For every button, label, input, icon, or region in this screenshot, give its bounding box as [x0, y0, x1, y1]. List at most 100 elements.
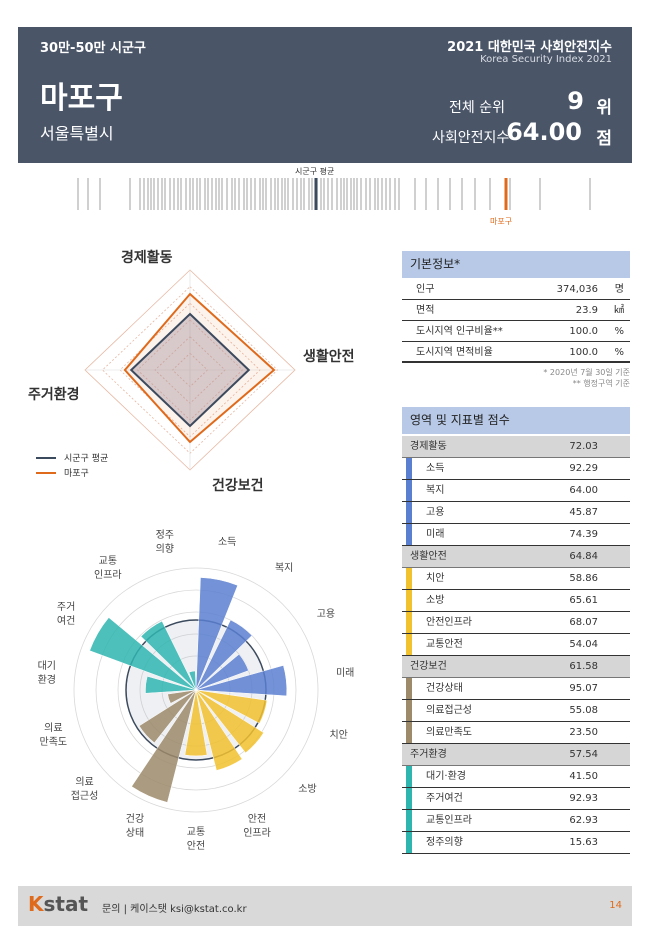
polar-category-label: 교통 인프라 [94, 555, 122, 581]
item-label: 의료만족도 [426, 727, 472, 738]
item-label: 교통인프라 [426, 815, 472, 826]
polar-bar [145, 675, 197, 694]
item-label: 복지 [426, 485, 445, 496]
polar-category-label: 소득 [217, 537, 237, 549]
polar-bar [188, 670, 197, 691]
polar-category-label: 주거 여건 [56, 602, 76, 627]
category-score: 57.54 [569, 749, 598, 760]
table-row: 인구 374,036 명 [402, 279, 630, 300]
polar-gridline [95, 589, 297, 791]
category-color-bar [406, 832, 412, 853]
rank-value: 9 [567, 87, 584, 115]
polar-category-label: 정주 의향 [155, 530, 175, 556]
score-item-row: 의료접근성 55.08 [402, 700, 630, 722]
scores-header: 영역 및 지표별 점수 [402, 407, 630, 434]
radar-axis-label: 생활안전 [303, 349, 355, 365]
legend-item: 시군구 평균 [36, 450, 108, 465]
scores-table: 경제활동 72.03 소득 92.29 복지 64.00 고용 45.87 미래 74.39 생활안… [402, 436, 630, 854]
row-label: 인구 [416, 284, 435, 295]
row-label: 도시지역 인구비율** [416, 326, 503, 337]
polar-category-label: 미래 [335, 668, 355, 680]
score-item-row: 주거여건 92.93 [402, 788, 630, 810]
polar-category-label: 복지 [274, 562, 294, 574]
category-color-bar [406, 788, 412, 809]
legend-label: 시군구 평균 [64, 454, 109, 464]
polar-bar [184, 689, 208, 757]
item-score: 92.93 [569, 793, 598, 804]
polar-category-label: 의료 접근성 [70, 777, 99, 803]
polar-bar [138, 689, 197, 744]
polar-category-label: 고용 [316, 609, 336, 620]
category-color-bar [406, 502, 412, 523]
polar-category-label: 교통 안전 [186, 827, 206, 852]
polar-bar-chart [73, 567, 319, 813]
item-score: 41.50 [569, 771, 598, 782]
item-score: 15.63 [569, 837, 598, 848]
item-score: 54.04 [569, 639, 598, 650]
kstat-logo: Kstat [28, 892, 89, 916]
footnote: * 2020년 7월 30일 기준 [543, 368, 630, 377]
index-unit: 점 [596, 129, 612, 149]
polar-gridline [73, 567, 319, 813]
category-color-bar [406, 590, 412, 611]
city-name: 서울특별시 [40, 124, 114, 143]
item-label: 의료접근성 [426, 705, 472, 716]
category-label: 주거환경 [410, 749, 447, 760]
item-score: 92.29 [569, 463, 598, 474]
score-category-row: 건강보건 61.58 [402, 656, 630, 678]
strip-region-label: 마포구 [490, 217, 513, 226]
item-score: 45.87 [569, 507, 598, 518]
report-subtitle: Korea Security Index 2021 [480, 54, 612, 65]
legend-item: 마포구 [36, 465, 108, 480]
score-item-row: 정주의향 15.63 [402, 832, 630, 854]
header-banner: 30만-50만 시군구 2021 대한민국 사회안전지수 Korea Secur… [18, 27, 632, 163]
category-color-bar [406, 810, 412, 831]
polar-category-label: 건강 상태 [125, 814, 145, 840]
item-score: 74.39 [569, 529, 598, 540]
score-category-row: 경제활동 72.03 [402, 436, 630, 458]
polar-bar [195, 689, 268, 724]
category-color-bar [406, 524, 412, 545]
category-score: 72.03 [569, 441, 598, 452]
item-score: 68.07 [569, 617, 598, 628]
category-color-bar [406, 634, 412, 655]
row-value: 374,036 [556, 284, 598, 295]
row-unit: ㎢ [614, 305, 624, 316]
category-label: 30만-50만 시군구 [40, 41, 146, 56]
category-color-bar [406, 678, 412, 699]
category-label: 생활안전 [410, 551, 447, 562]
polar-category-label: 안전 인프라 [243, 814, 271, 840]
score-item-row: 치안 58.86 [402, 568, 630, 590]
score-item-row: 안전인프라 68.07 [402, 612, 630, 634]
item-score: 23.50 [569, 727, 598, 738]
category-color-bar [406, 458, 412, 479]
row-label: 도시지역 면적비율 [416, 347, 493, 358]
basic-info-header: 기본정보* [402, 251, 630, 278]
polar-bar [195, 689, 265, 754]
category-color-bar [406, 700, 412, 721]
item-label: 소득 [426, 463, 445, 474]
score-category-row: 주거환경 57.54 [402, 744, 630, 766]
rank-label: 전체 순위 [449, 100, 505, 116]
region-name: 마포구 [40, 81, 123, 116]
item-label: 소방 [426, 595, 445, 606]
score-item-row: 대기·환경 41.50 [402, 766, 630, 788]
score-item-row: 고용 45.87 [402, 502, 630, 524]
item-label: 치안 [426, 573, 445, 584]
page-number: 14 [609, 900, 622, 911]
category-label: 경제활동 [410, 441, 447, 452]
score-item-row: 건강상태 95.07 [402, 678, 630, 700]
rank-strip [77, 178, 591, 210]
polar-category-label: 소방 [298, 784, 317, 796]
item-label: 대기·환경 [426, 771, 466, 782]
item-score: 64.00 [569, 485, 598, 496]
item-label: 교통안전 [426, 639, 463, 650]
category-color-bar [406, 568, 412, 589]
score-item-row: 미래 74.39 [402, 524, 630, 546]
polar-bar [89, 617, 197, 691]
item-score: 65.61 [569, 595, 598, 606]
row-value: 100.0 [569, 347, 598, 358]
row-unit: 명 [614, 284, 624, 295]
table-row: 도시지역 인구비율** 100.0 % [402, 321, 630, 342]
score-item-row: 복지 64.00 [402, 480, 630, 502]
